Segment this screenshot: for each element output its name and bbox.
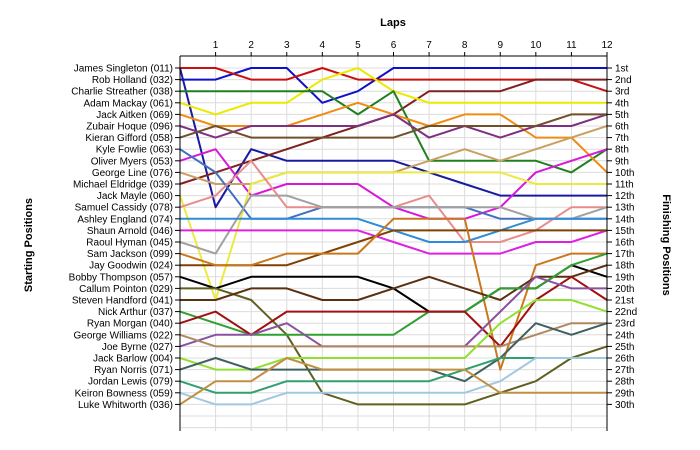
x-tick-label: 7: [426, 40, 432, 51]
starting-position-label: Rob Holland (032): [92, 75, 173, 86]
starting-position-label: Jordan Lewis (079): [88, 377, 173, 388]
finishing-position-label: 10th: [615, 168, 634, 179]
finishing-position-label: 2nd: [615, 75, 632, 86]
finishing-position-label: 23rd: [615, 319, 635, 330]
finishing-position-label: 6th: [615, 122, 629, 133]
finishing-position-label: 24th: [615, 330, 634, 341]
starting-position-label: James Singleton (011): [74, 64, 173, 75]
finishing-position-label: 30th: [615, 400, 634, 411]
series-line-30: [179, 357, 607, 406]
starting-position-label: Raoul Hyman (045): [86, 238, 173, 249]
starting-position-label: Steven Handford (041): [72, 296, 173, 307]
starting-position-label: Adam Mackay (061): [84, 98, 173, 109]
starting-position-label: Charlie Streather (038): [71, 87, 173, 98]
starting-position-label: Ryan Norris (071): [94, 365, 173, 376]
x-tick-label: 9: [497, 40, 503, 51]
starting-position-label: Oliver Myers (053): [91, 156, 173, 167]
starting-position-label: Jack Mayle (060): [97, 191, 173, 202]
finishing-position-label: 12th: [615, 191, 634, 202]
series-line-12: [179, 171, 607, 301]
x-tick-label: 8: [462, 40, 468, 51]
starting-position-labels: James Singleton (011)Rob Holland (032)Ch…: [69, 64, 173, 411]
x-tick-label: 1: [213, 40, 219, 51]
finishing-position-label: 16th: [615, 238, 634, 249]
finishing-position-label: 20th: [615, 284, 634, 295]
starting-position-label: Kieran Gifford (058): [85, 133, 173, 144]
finishing-position-label: 18th: [615, 261, 634, 272]
starting-position-label: Jay Goodwin (024): [89, 261, 173, 272]
finishing-position-labels: 1st2nd3rd4th5th6th7th8th9th10th11th12th1…: [615, 64, 637, 411]
series-lines: [179, 67, 608, 406]
starting-position-label: Ryan Morgan (040): [87, 319, 173, 330]
finishing-position-label: 5th: [615, 110, 629, 121]
right-axis-label: Finishing Positions: [660, 194, 672, 295]
finishing-position-label: 19th: [615, 272, 634, 283]
series-line-9: [179, 113, 607, 139]
x-tick-label: 12: [601, 40, 613, 51]
starting-position-label: Samuel Cassidy (078): [75, 203, 173, 214]
starting-position-label: George Line (076): [92, 168, 173, 179]
series-line-2: [180, 67, 607, 104]
left-axis-label: Starting Positions: [23, 198, 35, 292]
starting-position-label: George Williams (022): [74, 330, 173, 341]
series-line-21: [180, 287, 608, 406]
finishing-position-label: 4th: [615, 98, 629, 109]
starting-position-label: Callum Pointon (029): [79, 284, 173, 295]
finishing-position-label: 8th: [615, 145, 629, 156]
finishing-position-label: 22nd: [615, 307, 637, 318]
finishing-position-label: 28th: [615, 377, 634, 388]
x-tick-labels: 1 2 3 4 5 6 7 8 9 10 11 12: [213, 40, 613, 51]
starting-position-label: Nick Arthur (037): [98, 307, 173, 318]
finishing-position-label: 17th: [615, 249, 634, 260]
chart-title: Laps: [380, 17, 406, 29]
finishing-position-label: 11th: [615, 180, 634, 191]
series-line-31: [179, 357, 607, 406]
starting-position-label: Joe Byrne (027): [102, 342, 173, 353]
series-line-19: [179, 217, 607, 371]
finishing-position-label: 21st: [615, 296, 634, 307]
series-line-26: [179, 322, 607, 348]
starting-position-label: Shaun Arnold (046): [87, 226, 173, 237]
x-tick-label: 10: [530, 40, 542, 51]
x-tick-label: 4: [320, 40, 326, 51]
series-line-1: [179, 67, 607, 209]
axes: [175, 52, 612, 431]
series-line-16: [180, 229, 608, 255]
finishing-position-label: 14th: [615, 214, 634, 225]
finishing-position-label: 1st: [615, 64, 629, 75]
starting-position-label: Michael Eldridge (039): [73, 180, 173, 191]
starting-position-label: Luke Whitworth (036): [78, 400, 173, 411]
starting-position-label: Zubair Hoque (096): [86, 122, 173, 133]
finishing-position-label: 27th: [615, 365, 634, 376]
finishing-position-label: 25th: [615, 342, 634, 353]
finishing-position-label: 13th: [615, 203, 634, 214]
x-tick-label: 11: [566, 40, 577, 51]
starting-position-label: Kyle Fowlie (063): [96, 145, 173, 156]
finishing-position-label: 26th: [615, 354, 634, 365]
x-tick-label: 2: [248, 40, 254, 51]
grid-lines: [179, 56, 608, 431]
starting-position-label: Ashley England (074): [77, 214, 173, 225]
finishing-position-label: 15th: [615, 226, 634, 237]
series-line-6: [180, 90, 608, 174]
starting-position-label: Sam Jackson (099): [87, 249, 173, 260]
finishing-position-label: 7th: [615, 133, 629, 144]
starting-position-label: Bobby Thompson (057): [69, 272, 173, 283]
x-tick-label: 3: [284, 40, 290, 51]
starting-position-label: Jack Barlow (004): [93, 354, 173, 365]
x-tick-label: 6: [391, 40, 397, 51]
finishing-position-label: 29th: [615, 388, 634, 399]
x-tick-label: 5: [355, 40, 361, 51]
starting-position-label: Jack Aitken (069): [96, 110, 173, 121]
starting-position-label: Keiron Bowness (059): [75, 388, 173, 399]
finishing-position-label: 3rd: [615, 87, 629, 98]
finishing-position-label: 9th: [615, 156, 629, 167]
